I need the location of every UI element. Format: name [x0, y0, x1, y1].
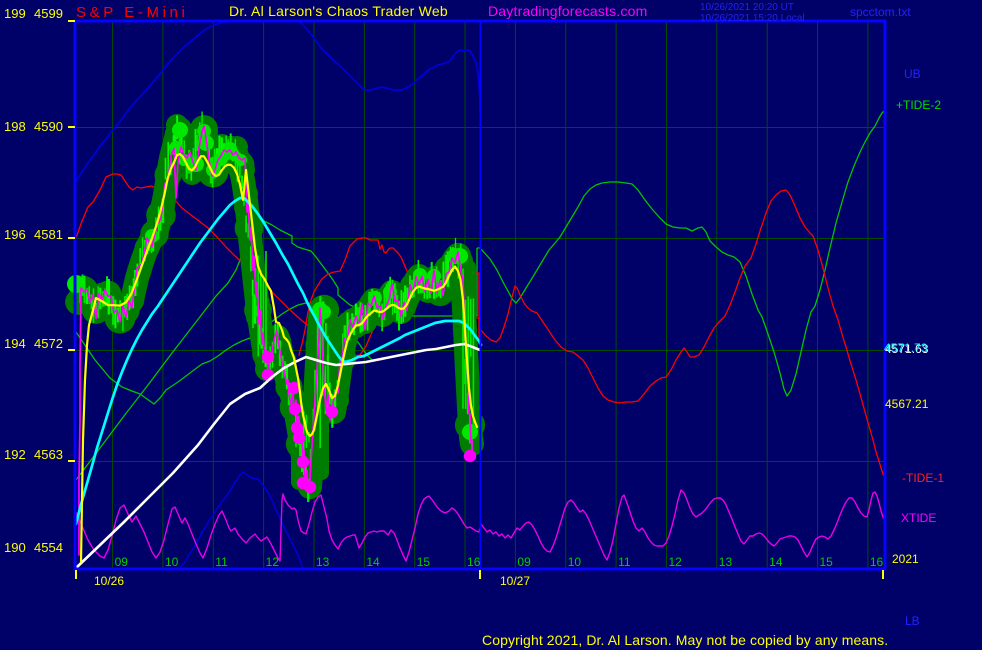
svg-text:4581: 4581	[34, 227, 63, 242]
svg-text:+TIDE-2: +TIDE-2	[896, 98, 941, 112]
svg-text:194: 194	[4, 336, 26, 351]
svg-text:15: 15	[820, 555, 834, 569]
svg-text:4563: 4563	[34, 447, 63, 462]
svg-text:4567.21: 4567.21	[885, 397, 929, 411]
svg-text:Dr. Al Larson's Chaos Trader W: Dr. Al Larson's Chaos Trader Web	[229, 3, 448, 19]
svg-text:199: 199	[4, 6, 26, 21]
svg-text:190: 190	[4, 540, 26, 555]
svg-text:13: 13	[316, 555, 330, 569]
svg-text:-TIDE-1: -TIDE-1	[902, 471, 944, 485]
svg-text:11: 11	[618, 555, 631, 569]
svg-text:14: 14	[366, 555, 380, 569]
svg-text:Daytradingforecasts.com: Daytradingforecasts.com	[488, 3, 647, 19]
svg-text:10: 10	[568, 555, 582, 569]
svg-text:10/26/2021 20:20 UT: 10/26/2021 20:20 UT	[700, 2, 794, 13]
svg-text:4572: 4572	[34, 336, 63, 351]
svg-text:10: 10	[165, 555, 179, 569]
svg-text:09: 09	[517, 555, 531, 569]
svg-text:198: 198	[4, 119, 26, 134]
svg-text:4554: 4554	[34, 540, 63, 555]
svg-text:4599: 4599	[34, 6, 63, 21]
svg-text:10/26/2021 15:20 Local: 10/26/2021 15:20 Local	[700, 13, 805, 24]
svg-text:12: 12	[266, 555, 280, 569]
svg-text:14: 14	[769, 555, 783, 569]
svg-text:10/26: 10/26	[94, 574, 124, 588]
svg-text:16: 16	[467, 555, 481, 569]
svg-text:192: 192	[4, 447, 26, 462]
svg-text:196: 196	[4, 227, 26, 242]
svg-text:LB: LB	[905, 614, 920, 628]
svg-text:16: 16	[870, 555, 884, 569]
svg-text:13: 13	[719, 555, 733, 569]
svg-text:XTIDE: XTIDE	[901, 511, 936, 525]
svg-text:2021: 2021	[892, 552, 919, 566]
svg-text:11: 11	[215, 555, 228, 569]
svg-text:12: 12	[668, 555, 682, 569]
svg-text:4590: 4590	[34, 119, 63, 134]
svg-text:4571.73: 4571.73	[884, 341, 928, 355]
svg-text:spcctom.txt: spcctom.txt	[850, 5, 911, 19]
svg-text:15: 15	[417, 555, 431, 569]
svg-text:Copyright 2021, Dr. Al Larson.: Copyright 2021, Dr. Al Larson. May not b…	[482, 632, 888, 648]
svg-text:UB: UB	[904, 67, 921, 81]
svg-text:09: 09	[115, 555, 129, 569]
svg-text:10/27: 10/27	[500, 574, 530, 588]
svg-text:4571.63: 4571.63	[885, 342, 929, 356]
svg-text:S&P E-Mini: S&P E-Mini	[76, 4, 188, 21]
